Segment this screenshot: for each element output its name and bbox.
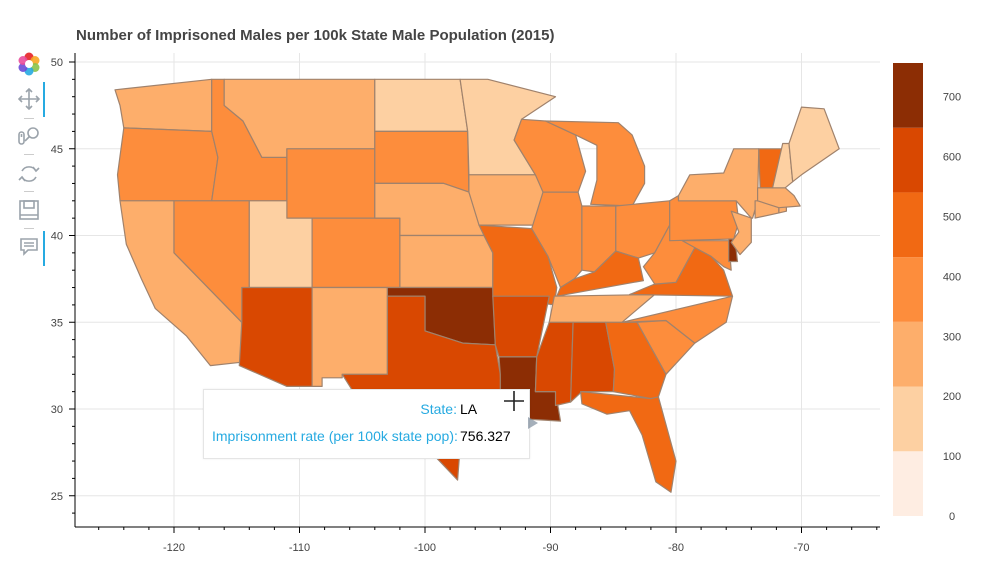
hover-tooltip: State: LA Imprisonment rate (per 100k sta… [203, 389, 530, 459]
toolbar-divider [24, 118, 34, 119]
save-icon[interactable] [14, 196, 44, 224]
state-nm[interactable] [311, 286, 388, 387]
pan-active-indicator [43, 82, 45, 117]
tooltip-state-label: State: [420, 401, 457, 417]
colorbar-tick-label: 700 [943, 92, 961, 104]
x-tick-label: -80 [668, 542, 684, 554]
state-co[interactable] [311, 217, 401, 289]
colorbar-tick-label: 100 [943, 451, 961, 463]
colorbar-bin [893, 127, 923, 193]
crosshair-cursor-icon [504, 391, 524, 411]
hover-icon[interactable] [14, 233, 44, 261]
tooltip-state-value: LA [460, 401, 478, 417]
state-pa[interactable] [669, 195, 740, 242]
state-ms[interactable] [534, 321, 574, 407]
reset-icon[interactable] [14, 160, 44, 188]
state-me[interactable] [788, 106, 840, 183]
y-tick-label: 45 [51, 144, 63, 156]
x-tick-label: -100 [414, 542, 436, 554]
tooltip-pointer [528, 417, 538, 429]
y-tick-label: 35 [51, 317, 63, 329]
colorbar-bin [893, 386, 923, 452]
y-tick-label: 50 [51, 57, 63, 69]
colorbar-bin [893, 63, 923, 128]
state-ks[interactable] [399, 234, 494, 289]
state-fl[interactable] [579, 391, 677, 493]
toolbar-divider [24, 228, 34, 229]
y-tick-label: 40 [51, 231, 63, 243]
colorbar-tick-label: 400 [943, 271, 961, 283]
bokeh-logo-icon[interactable] [14, 50, 44, 78]
hover-active-indicator [43, 231, 45, 266]
toolbar-divider [24, 154, 34, 155]
toolbar [12, 48, 48, 278]
x-tick-label: -90 [543, 542, 559, 554]
state-ky[interactable] [556, 250, 645, 297]
pan-icon[interactable] [14, 85, 44, 113]
colorbar-bin [893, 321, 923, 387]
colorbar-tick-label: 0 [949, 511, 955, 523]
x-tick-label: -70 [794, 542, 810, 554]
colorbar-bin [893, 451, 923, 516]
x-tick-label: -110 [289, 542, 310, 554]
state-nc[interactable] [621, 295, 734, 344]
y-tick-label: 25 [51, 491, 63, 503]
state-or[interactable] [116, 127, 219, 202]
chart-title: Number of Imprisoned Males per 100k Stat… [76, 27, 555, 44]
state-wy[interactable] [286, 148, 376, 219]
y-tick-label: 30 [51, 404, 63, 416]
tooltip-rate-value: 756.327 [460, 428, 511, 444]
colorbar-tick-label: 300 [943, 331, 961, 343]
colorbar-bin [893, 257, 923, 322]
tooltip-rate-label: Imprisonment rate (per 100k state pop): [212, 428, 458, 444]
state-nd[interactable] [374, 78, 469, 132]
wheel-zoom-icon[interactable] [14, 123, 44, 151]
state-nh[interactable] [771, 142, 794, 189]
x-tick-label: -120 [163, 542, 185, 554]
colorbar-tick-label: 600 [943, 152, 961, 164]
toolbar-divider [24, 191, 34, 192]
colorbar-tick-label: 500 [943, 212, 961, 224]
colorbar-bin [893, 192, 923, 258]
colorbar-tick-label: 200 [943, 391, 961, 403]
